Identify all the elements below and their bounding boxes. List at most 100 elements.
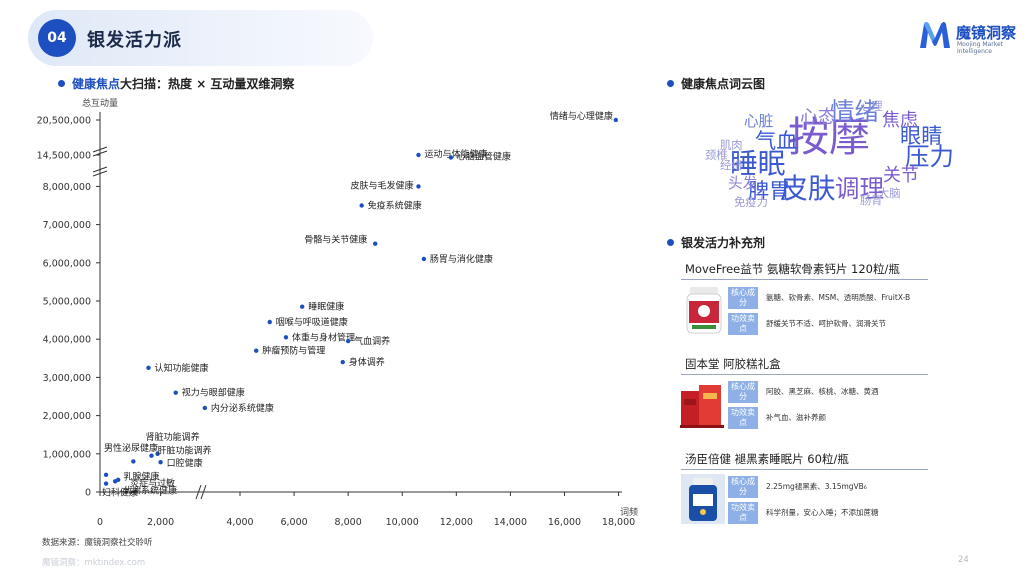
data-point-label: 心脑血管健康: [457, 151, 511, 163]
bullet-dot: [667, 80, 674, 87]
scatter-heading-rest: 大扫描：热度 × 互动量双维洞察: [120, 77, 295, 91]
x-tick-label: 4,000: [226, 517, 253, 528]
word-cloud-word: 关节: [883, 165, 919, 186]
data-point: [283, 335, 289, 340]
core-ingredient-tag: 核心成分: [728, 287, 758, 309]
word-cloud-word: 按摩: [788, 113, 870, 161]
x-tick-label: 18,000: [602, 517, 635, 528]
divider: [681, 279, 928, 280]
page-number: 24: [958, 555, 969, 565]
data-point-label: 口腔健康: [167, 457, 203, 469]
data-point-label: 气血调养: [354, 335, 390, 347]
data-point-label: 皮肤与毛发健康: [350, 179, 413, 191]
word-cloud-word: 免疫力: [734, 196, 768, 209]
effect-text: 补气血、滋补养颜: [766, 413, 826, 422]
data-point-label: 身体调养: [349, 356, 385, 368]
data-point-label: 体重与身材管理: [292, 331, 355, 343]
x-axis-title: 词频: [620, 506, 638, 518]
data-point: [416, 152, 421, 158]
melatonin-bottle-image: [681, 474, 725, 524]
data-point: [103, 481, 109, 486]
data-point-label: 肿瘤预防与管理: [262, 345, 325, 357]
word-cloud-word: 压力: [905, 142, 954, 171]
data-point-label: 肝脏功能调养: [158, 445, 212, 457]
data-point: [421, 256, 427, 262]
data-point: [112, 479, 118, 484]
word-cloud-word: 眼睛: [900, 123, 943, 148]
word-cloud-word: 经络: [720, 159, 743, 172]
word-cloud-word: 心脏: [744, 113, 774, 130]
word-cloud-word: 皮肤: [780, 172, 836, 205]
word-cloud-word: 心态: [800, 107, 836, 128]
data-point-label: 乳腺健康: [123, 470, 159, 482]
effect-tag: 功效卖点: [728, 502, 758, 524]
product-name: MoveFree益节 氨糖软骨素钙片 120粒/瓶: [685, 262, 900, 276]
y-tick-label: 1,000,000: [43, 449, 91, 460]
core-ingredients: 氨糖、软骨素、MSM、透明质酸、FruitX-B: [766, 293, 911, 302]
data-point: [158, 460, 163, 465]
data-point-label: 男性泌尿健康: [104, 442, 158, 454]
x-tick-label: 6,000: [280, 517, 307, 528]
word-cloud-word: 脾胃: [748, 178, 791, 203]
word-cloud: 按摩 睡眠 皮肤 情绪 调理 压力 气血 脾胃 眼睛 焦虑 心态 关节 心脏 头发 肌肉 经络 大脑 肠胃 颈椎 免疫…: [700, 95, 960, 215]
data-point: [103, 472, 109, 478]
effect-tag: 功效卖点: [728, 407, 758, 429]
product-name: 固本堂 阿胶糕礼盒: [685, 357, 781, 371]
x-tick-label: 2,000: [147, 517, 174, 528]
data-point-label: 视力与眼部健康: [182, 387, 245, 399]
y-axis-break-mark: [92, 150, 108, 157]
data-point-label: 睡眠健康: [308, 301, 344, 313]
x-tick-label: 12,000: [440, 517, 473, 528]
chart-axes: 0 1,000,000 2,000,000 3,000,000 4,000,000 5,0…: [37, 97, 638, 528]
data-source: 数据来源：魔镜洞察社交聆听: [42, 538, 153, 548]
data-point: [416, 184, 421, 189]
supplements-heading: 银发活力补充剂: [667, 234, 765, 251]
data-point-label: 免疫系统健康: [368, 200, 422, 212]
effect-text: 舒缓关节不适、呵护软骨、润滑关节: [766, 319, 886, 328]
section-number-badge: 04: [38, 19, 76, 57]
y-tick-label: 7,000,000: [43, 220, 91, 231]
data-point-label: 咽喉与呼吸道健康: [276, 316, 348, 328]
wordcloud-heading: 健康焦点词云图: [667, 75, 765, 92]
word-cloud-word: 焦虑: [882, 110, 918, 131]
data-point-label: 妇科健康: [102, 487, 138, 499]
data-point-label: 内分泌系统健康: [211, 402, 274, 414]
x-tick-label: 10,000: [386, 517, 419, 528]
divider: [681, 374, 928, 375]
y-tick-label: 20,500,000: [37, 116, 91, 127]
word-cloud-word: 肠胃: [860, 194, 883, 207]
data-point: [613, 117, 619, 123]
word-cloud-word: 心理: [860, 100, 883, 113]
word-cloud-word: 颈椎: [705, 149, 728, 162]
data-point-label: 运动与体能健康: [424, 148, 487, 160]
logo-name: 魔镜洞察: [956, 24, 1017, 42]
header-banner: [28, 10, 373, 66]
data-point: [299, 304, 305, 309]
movefree-bottle-image: [686, 287, 722, 334]
data-point: [254, 348, 259, 353]
effect-text: 科学剂量，安心入睡；不添加蔗糖: [766, 508, 879, 517]
core-ingredients: 阿胶、黑芝麻、核桃、冰糖、黄酒: [766, 387, 879, 396]
chart-points: 情绪与心理健康运动与体能健康心脑血管健康皮肤与毛发健康免疫系统健康骨骼与关节健康…: [102, 110, 619, 499]
core-ingredients: 2.25mg褪黑素、3.15mgVB₆: [766, 482, 867, 491]
word-cloud-word: 大脑: [878, 187, 901, 200]
supplements-heading-text: 银发活力补充剂: [681, 236, 766, 250]
data-point: [359, 203, 364, 208]
data-point: [149, 453, 154, 458]
word-cloud-word: 肌肉: [720, 139, 743, 152]
logo-subtitle: Moojing Market Intelligence: [957, 41, 1003, 55]
y-axis-title: 总互动量: [82, 97, 118, 109]
data-point: [267, 319, 272, 325]
word-cloud-word: 气血: [755, 128, 798, 153]
x-tick-label: 8,000: [335, 517, 362, 528]
y-axis-break-mark: [92, 170, 108, 177]
bullet-dot: [58, 80, 65, 87]
scatter-heading-highlight: 健康焦点: [72, 77, 121, 91]
y-tick-label: 8,000,000: [43, 182, 91, 193]
data-point: [131, 459, 136, 464]
scatter-heading: 健康焦点大扫描：热度 × 互动量双维洞察: [58, 75, 294, 92]
section-title: 银发活力派: [87, 30, 182, 51]
data-point-label: 肾脏功能调养: [146, 431, 200, 443]
data-point: [373, 241, 378, 246]
y-axis-break-mark: [92, 146, 108, 153]
